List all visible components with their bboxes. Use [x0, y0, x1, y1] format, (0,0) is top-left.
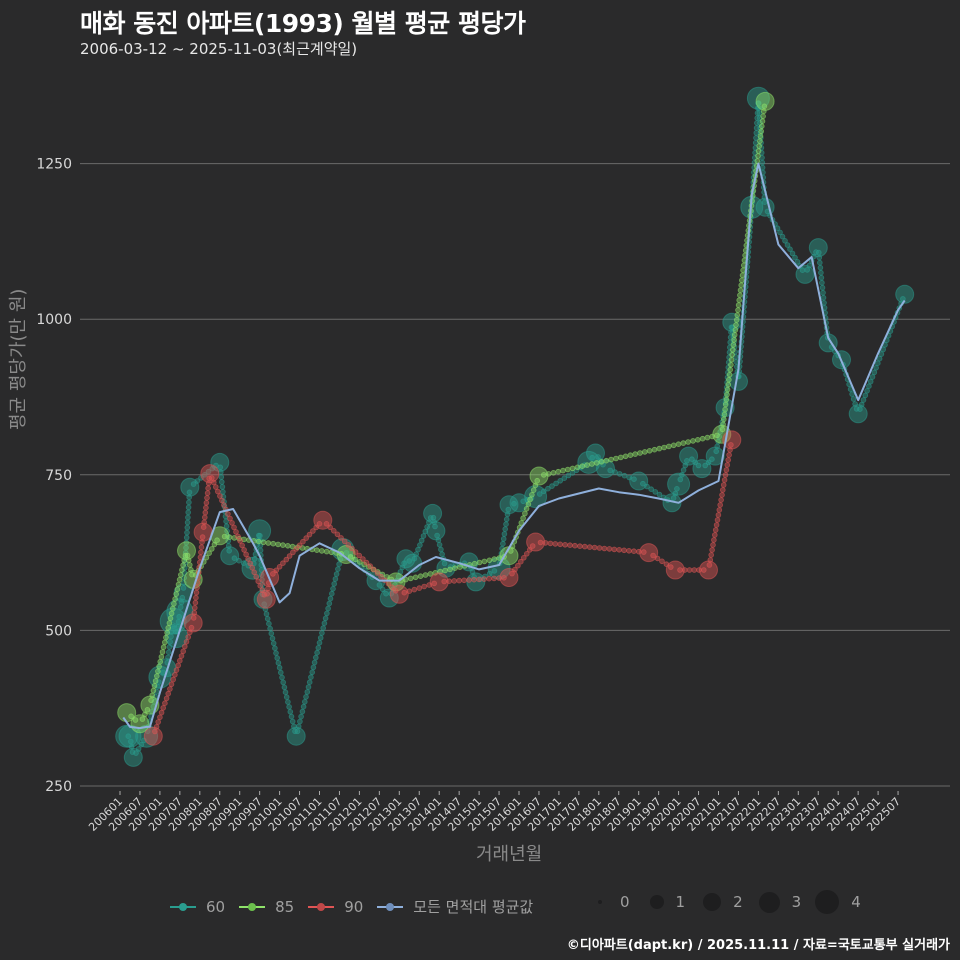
series-모든 면적대 평균값	[122, 162, 906, 730]
svg-text:1000: 1000	[36, 312, 72, 328]
legend-label: 모든 면적대 평균값	[413, 898, 534, 916]
series-60	[115, 86, 915, 767]
legend-item-60[interactable]: 60	[170, 898, 225, 916]
legend-label: 90	[344, 897, 364, 916]
size-legend-item: 0	[592, 893, 630, 911]
legend-item-90[interactable]: 90	[308, 898, 363, 916]
size-legend-item: 3	[753, 891, 801, 913]
size-dot-icon	[598, 900, 602, 904]
legend-item-average[interactable]: 모든 면적대 평균값	[377, 896, 533, 917]
svg-text:1250: 1250	[36, 157, 72, 173]
legend-line-icon	[170, 900, 196, 914]
size-dot-icon	[703, 893, 722, 911]
gridlines	[80, 163, 950, 787]
size-legend-item: 4	[811, 890, 861, 914]
svg-text:750: 750	[45, 468, 72, 484]
chart-subtitle: 2006-03-12 ~ 2025-11-03(최근계약일)	[80, 40, 358, 58]
data-series	[115, 86, 915, 767]
chart-title: 매화 동진 아파트(1993) 월별 평균 평당가	[80, 9, 526, 38]
size-dot-icon	[649, 895, 664, 909]
legend-line-icon	[377, 900, 404, 914]
legend-label: 85	[275, 897, 295, 916]
legend-label: 60	[206, 897, 226, 916]
y-axis-label: 평균 평당가(만 원)	[8, 288, 29, 430]
size-legend: 0 1 2 3 4	[592, 890, 871, 914]
svg-text:250: 250	[45, 779, 72, 795]
legend-line-icon	[239, 900, 266, 914]
svg-text:500: 500	[45, 623, 72, 639]
size-legend-item: 1	[640, 893, 685, 911]
size-dot-icon	[758, 891, 780, 913]
legend-line-icon	[308, 900, 335, 914]
x-axis-ticks: 2006012006072007012007072008012008072009…	[86, 791, 903, 834]
legend-item-85[interactable]: 85	[239, 898, 294, 916]
series-85	[117, 91, 775, 734]
size-legend-item: 2	[695, 893, 743, 911]
size-dot-icon	[815, 890, 840, 914]
y-axis-ticks: 250 500 750 1000 1250	[36, 157, 72, 795]
source-footer: ©디아파트(dapt.kr) / 2025.11.11 / 자료=국토교통부 실…	[566, 938, 950, 953]
series-legend: 60 85 90 모든 면적대 평균값	[170, 896, 547, 917]
x-axis-label: 거래년월	[476, 844, 543, 865]
series-90	[143, 430, 742, 746]
